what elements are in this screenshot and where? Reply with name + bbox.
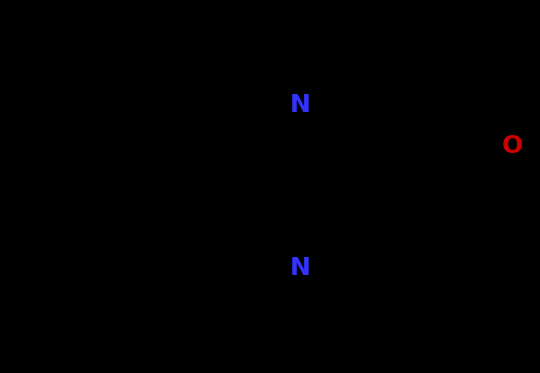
Text: O: O (502, 134, 523, 157)
Circle shape (282, 87, 318, 123)
Text: N: N (289, 256, 310, 280)
Text: N: N (289, 93, 310, 117)
Circle shape (282, 250, 318, 286)
Circle shape (495, 128, 530, 164)
